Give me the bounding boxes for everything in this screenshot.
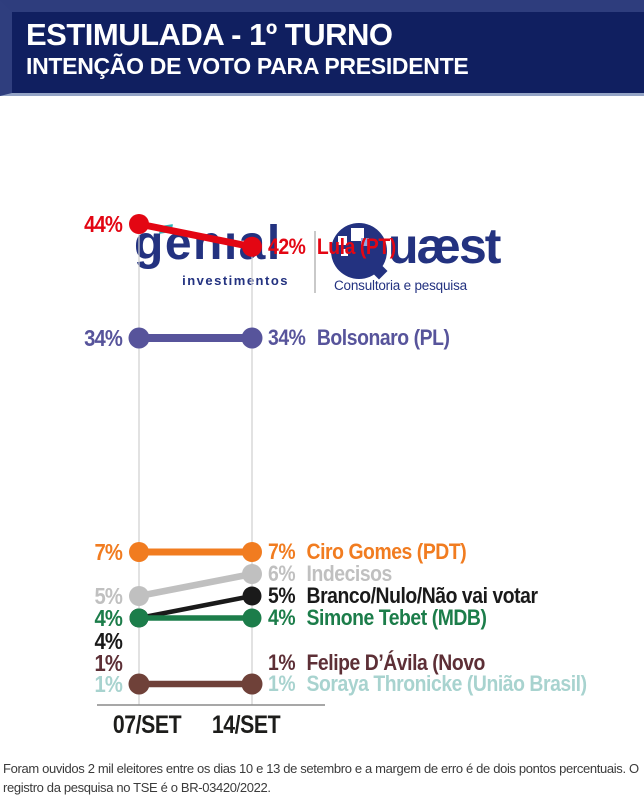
series-dot-right <box>242 542 262 562</box>
left-value-label: 4% <box>94 605 123 631</box>
series-name-label: Simone Tebet (MDB) <box>306 605 487 630</box>
series-dot-left <box>128 327 150 349</box>
series-name-label: Ciro Gomes (PDT) <box>306 539 467 564</box>
left-value-label: 1% <box>94 671 123 697</box>
right-label-row: 5% Branco/Nulo/Não vai votar <box>268 584 538 608</box>
series-name-label: Lula (PT) <box>316 233 396 259</box>
footnote: Foram ouvidos 2 mil eleitores entre os d… <box>3 761 639 795</box>
axis-tick-07set: 07/SET <box>112 711 182 739</box>
right-label-row: 7% Ciro Gomes (PDT) <box>268 539 467 564</box>
series-name-label: Felipe D’Ávila (Novo <box>306 650 486 675</box>
series-dot-right <box>242 586 262 606</box>
series-name-label: Bolsonaro (PL) <box>316 325 450 350</box>
quaest-logo: uæst <box>388 218 501 274</box>
series-dot-left <box>129 542 149 562</box>
right-value-label: 7% <box>268 539 296 564</box>
series-line <box>138 220 253 251</box>
right-value-label: 42% <box>268 233 306 259</box>
series-name-label: Indecisos <box>306 561 393 586</box>
left-value-label: 1% <box>94 650 123 676</box>
right-value-label: 1% <box>268 671 296 696</box>
header-banner: ESTIMULADA - 1º TURNO INTENÇÃO DE VOTO P… <box>0 0 644 96</box>
page-title: ESTIMULADA - 1º TURNO <box>26 17 393 52</box>
right-label-row: 42% Lula (PT) <box>268 233 396 259</box>
page-subtitle: INTENÇÃO DE VOTO PARA PRESIDENTE <box>26 53 469 79</box>
pixel-square-icon <box>351 228 364 241</box>
right-value-label: 6% <box>268 561 296 586</box>
right-label-row: 1% Felipe D’Ávila (Novo <box>268 651 485 675</box>
left-value-label: 4% <box>94 628 123 654</box>
series-dot-right <box>242 564 262 584</box>
left-value-label: 44% <box>84 211 123 237</box>
right-label-row: 34% Bolsonaro (PL) <box>268 325 450 350</box>
right-label-row: 1% Soraya Thronicke (União Brasil) <box>268 672 587 696</box>
quaest-subtext: Consultoria e pesquisa <box>334 278 467 293</box>
right-value-label: 4% <box>268 605 296 630</box>
left-value-label: 34% <box>84 325 123 351</box>
right-value-label: 34% <box>268 325 306 350</box>
logo-divider <box>314 231 316 293</box>
series-line <box>138 570 253 600</box>
series-dot-left <box>129 214 149 234</box>
genial-subtext: investimentos <box>182 273 289 288</box>
series-dot-left <box>129 608 149 628</box>
series-dot-right <box>242 236 262 257</box>
series-line <box>138 593 253 621</box>
series-dot-right <box>241 327 263 349</box>
series-dot-right <box>242 608 262 628</box>
pixel-square-icon <box>338 236 347 245</box>
axis-tick-14set: 14/SET <box>211 711 281 739</box>
left-value-label: 5% <box>94 583 123 609</box>
series-name-label: Soraya Thronicke (União Brasil) <box>306 671 588 696</box>
right-label-row: 6% Indecisos <box>268 562 392 586</box>
left-value-label: 7% <box>94 539 123 565</box>
series-dot-left <box>129 586 149 606</box>
pixel-square-icon <box>341 249 348 256</box>
series-dot-left <box>128 673 150 695</box>
right-value-label: 1% <box>268 650 296 675</box>
series-name-label: Branco/Nulo/Não vai votar <box>306 583 539 608</box>
right-label-row: 4% Simone Tebet (MDB) <box>268 605 487 630</box>
pixel-square-icon <box>361 238 369 246</box>
right-value-label: 5% <box>268 583 296 608</box>
series-dot-right <box>241 673 263 695</box>
